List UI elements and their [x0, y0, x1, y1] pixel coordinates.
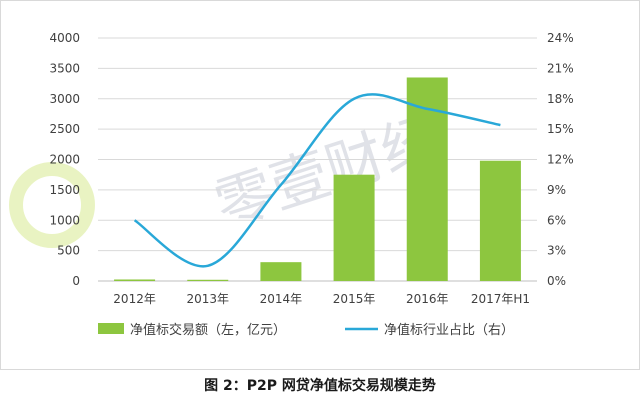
y-right-tick-label: 18%	[547, 92, 574, 106]
y-left-tick-label: 0	[72, 274, 80, 288]
bar	[260, 262, 302, 281]
figure-caption: 图 2：P2P 网贷净值标交易规模走势	[204, 378, 436, 394]
y-right-tick-label: 0%	[547, 274, 566, 288]
legend-swatch-bars	[98, 323, 124, 334]
line-series-share	[133, 93, 501, 268]
x-tick-label: 2017年H1	[471, 292, 530, 306]
x-tick-label: 2012年	[113, 292, 156, 306]
y-left-tick-label: 4000	[49, 31, 80, 45]
bar	[114, 279, 156, 281]
legend-label-bars: 净值标交易额（左，亿元）	[130, 322, 286, 338]
chart-svg: 零壹财经050010001500200025003000350040000%3%…	[9, 31, 574, 338]
x-tick-label: 2014年	[260, 292, 303, 306]
bar	[479, 160, 521, 281]
y-right-tick-label: 15%	[547, 122, 574, 136]
y-left-tick-label: 3000	[49, 92, 80, 106]
y-left-tick-label: 3500	[49, 61, 80, 75]
legend-label-line: 净值标行业占比（右）	[384, 322, 514, 338]
y-left-tick-label: 2500	[49, 122, 80, 136]
y-right-tick-label: 21%	[547, 61, 574, 75]
y-right-tick-label: 3%	[547, 244, 566, 258]
y-right-tick-label: 24%	[547, 31, 574, 45]
y-right-tick-label: 6%	[547, 213, 566, 227]
x-tick-label: 2013年	[186, 292, 229, 306]
x-tick-label: 2016年	[406, 292, 449, 306]
y-left-tick-label: 1000	[49, 213, 80, 227]
watermark-logo-ring	[9, 162, 95, 248]
x-tick-label: 2015年	[333, 292, 376, 306]
bar	[333, 174, 375, 281]
y-right-tick-label: 12%	[547, 153, 574, 167]
y-left-tick-label: 500	[57, 244, 80, 258]
y-left-tick-label: 1500	[49, 183, 80, 197]
y-left-tick-label: 2000	[49, 153, 80, 167]
chart-area: 零壹财经 0 500 1000 1500 2000 2500 3000 3500 4000 0% 3%…	[0, 0, 640, 370]
y-right-tick-label: 9%	[547, 183, 566, 197]
bar	[187, 279, 229, 281]
